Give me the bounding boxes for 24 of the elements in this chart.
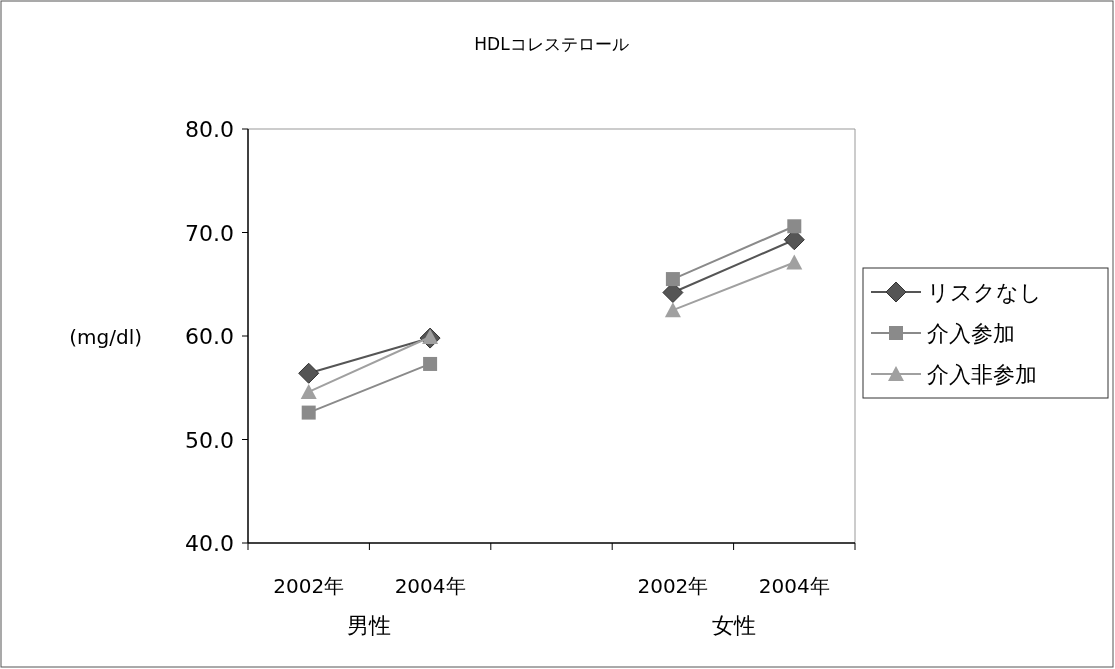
x-tick-label: 2004年 xyxy=(758,574,830,598)
y-tick-label: 80.0 xyxy=(185,117,234,142)
y-axis-title: (mg/dl) xyxy=(69,325,142,349)
y-tick-label: 50.0 xyxy=(185,427,234,453)
legend-label: リスクなし xyxy=(927,280,1042,305)
x-tick-label: 2002年 xyxy=(637,574,709,598)
y-tick-label: 40.0 xyxy=(185,531,234,556)
point xyxy=(786,254,803,270)
chart-title: HDLコレステロール xyxy=(474,34,629,54)
y-tick-label: 70.0 xyxy=(185,220,234,246)
point xyxy=(300,383,317,399)
x-tick-label: 2004年 xyxy=(394,574,466,598)
point xyxy=(787,219,802,234)
x-tick-label: 2002年 xyxy=(273,574,345,598)
point xyxy=(664,302,681,318)
text: 男性 xyxy=(347,613,392,638)
point xyxy=(301,405,316,420)
text: 女性 xyxy=(711,613,756,638)
y-tick-label: 60.0 xyxy=(185,324,234,349)
point xyxy=(423,356,438,371)
legend-label: 介入参加 xyxy=(927,321,1015,346)
point xyxy=(665,272,680,287)
legend-label: 介入非参加 xyxy=(927,362,1037,387)
point xyxy=(298,362,320,384)
